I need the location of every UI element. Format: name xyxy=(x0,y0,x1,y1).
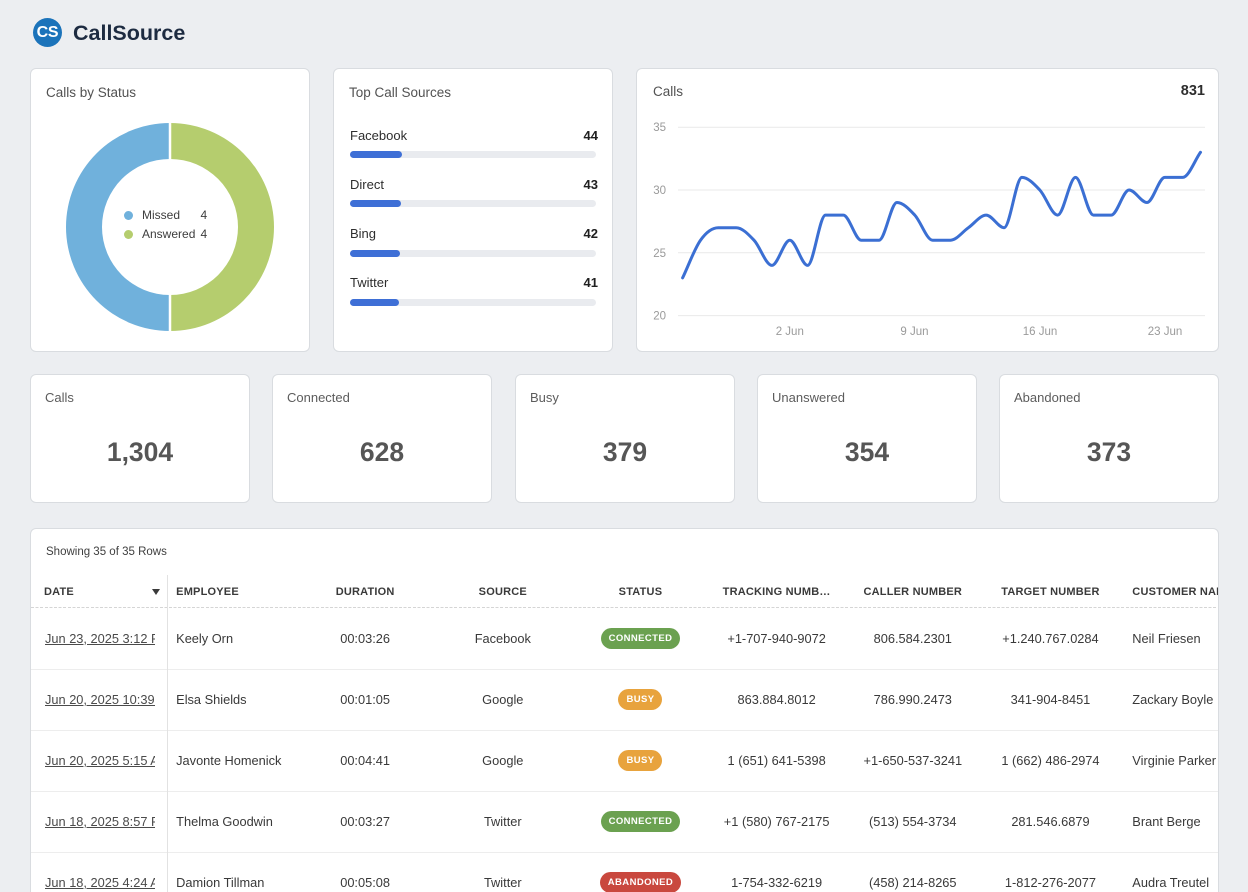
svg-text:23 Jun: 23 Jun xyxy=(1148,326,1183,338)
svg-text:16 Jun: 16 Jun xyxy=(1023,326,1058,338)
svg-text:2 Jun: 2 Jun xyxy=(776,326,804,338)
svg-text:9 Jun: 9 Jun xyxy=(900,326,928,338)
svg-text:20: 20 xyxy=(653,311,666,323)
svg-text:35: 35 xyxy=(653,122,666,134)
svg-text:25: 25 xyxy=(653,248,666,260)
svg-text:30: 30 xyxy=(653,185,666,197)
